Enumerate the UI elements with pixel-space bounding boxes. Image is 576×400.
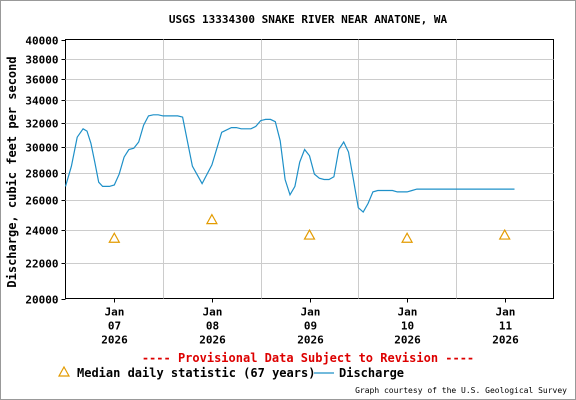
legend-median-label: Median daily statistic (67 years) bbox=[77, 366, 315, 380]
y-tick-label: 22000 bbox=[25, 258, 58, 271]
median-markers bbox=[108, 213, 511, 243]
median-marker bbox=[303, 228, 316, 240]
x-tick-label: Jan bbox=[301, 306, 321, 319]
x-tick-label: Jan bbox=[105, 306, 125, 319]
legend: Median daily statistic (67 years) Discha… bbox=[57, 365, 404, 380]
series-layer bbox=[64, 114, 515, 214]
y-tick-label: 30000 bbox=[25, 142, 58, 155]
median-marker bbox=[108, 232, 121, 243]
y-tick-label: 26000 bbox=[25, 195, 58, 208]
x-tick-label: 11 bbox=[499, 320, 513, 333]
y-tick-label: 40000 bbox=[25, 35, 58, 48]
y-axis-ticks: 20000 22000 24000 26000 28000 30000 32000 34000… bbox=[25, 35, 66, 307]
x-tick-label: 07 bbox=[108, 320, 121, 333]
median-marker bbox=[205, 213, 218, 225]
x-tick-label: 08 bbox=[206, 320, 219, 333]
plot-area bbox=[65, 39, 554, 299]
y-tick-label: 36000 bbox=[25, 74, 58, 87]
y-tick-label: 38000 bbox=[25, 54, 58, 67]
x-tick-label: 2026 bbox=[492, 334, 519, 347]
y-axis-label: Discharge, cubic feet per second bbox=[5, 56, 19, 287]
y-tick-label: 28000 bbox=[25, 168, 58, 181]
y-tick-label: 20000 bbox=[25, 294, 58, 307]
x-tick-label: Jan bbox=[496, 306, 516, 319]
credit-text: Graph courtesy of the U.S. Geological Su… bbox=[355, 386, 567, 395]
grid-lines bbox=[65, 39, 554, 299]
x-tick-label: 2026 bbox=[101, 334, 128, 347]
x-tick-label: 2026 bbox=[394, 334, 421, 347]
x-tick-label: 10 bbox=[401, 320, 414, 333]
median-marker bbox=[401, 232, 414, 243]
x-tick-label: 09 bbox=[304, 320, 317, 333]
x-axis-ticks: Jan072026Jan082026Jan092026Jan102026Jan1… bbox=[101, 298, 519, 347]
x-tick-label: 2026 bbox=[297, 334, 324, 347]
y-tick-label: 24000 bbox=[25, 225, 58, 238]
legend-discharge-label: Discharge bbox=[339, 366, 404, 380]
discharge-line bbox=[64, 114, 515, 214]
chart-title: USGS 13334300 SNAKE RIVER NEAR ANATONE, … bbox=[169, 13, 448, 26]
provisional-note: ---- Provisional Data Subject to Revisio… bbox=[142, 351, 474, 365]
y-tick-label: 34000 bbox=[25, 95, 58, 108]
x-tick-label: Jan bbox=[398, 306, 418, 319]
y-tick-label: 32000 bbox=[25, 118, 58, 131]
x-tick-label: Jan bbox=[203, 306, 223, 319]
x-tick-label: 2026 bbox=[199, 334, 226, 347]
legend-median-symbol bbox=[57, 365, 71, 377]
median-marker bbox=[498, 228, 511, 240]
